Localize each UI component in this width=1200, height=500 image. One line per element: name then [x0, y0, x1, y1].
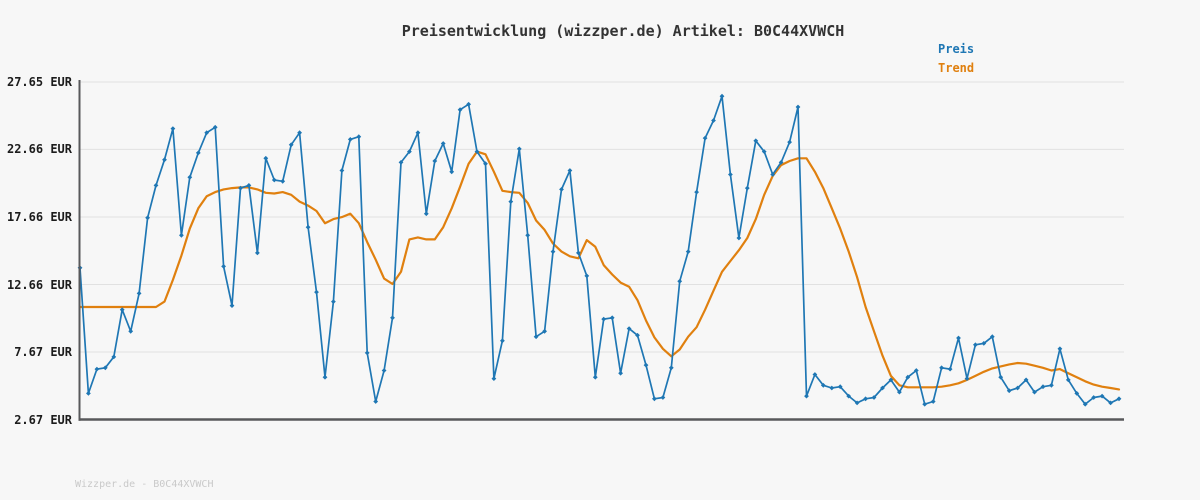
- y-axis-label: 22.66 EUR: [6, 142, 72, 157]
- y-axis-label: 17.66 EUR: [6, 209, 72, 224]
- legend: Preis Trend: [938, 40, 974, 78]
- legend-item-preis: Preis: [938, 42, 975, 56]
- y-axis-label: 12.66 EUR: [6, 277, 72, 292]
- y-axis-label: 7.67 EUR: [14, 344, 72, 359]
- y-axis-labels: 27.65 EUR 22.66 EUR 17.66 EUR 12.66 EUR 7.67…: [0, 0, 72, 500]
- y-axis-label: 2.67 EUR: [14, 412, 72, 427]
- chart-title: Preisentwicklung (wizzper.de) Artikel: B…: [401, 22, 845, 40]
- trend-line: [78, 150, 1121, 391]
- y-axis-label: 27.65 EUR: [6, 75, 72, 89]
- axis-lines: [78, 80, 1124, 421]
- legend-item-trend: Trend: [938, 61, 975, 75]
- watermark: Wizzper.de - B0C44XVWCH: [75, 479, 214, 490]
- preis-markers: [77, 93, 1122, 407]
- preis-line: [79, 95, 1120, 406]
